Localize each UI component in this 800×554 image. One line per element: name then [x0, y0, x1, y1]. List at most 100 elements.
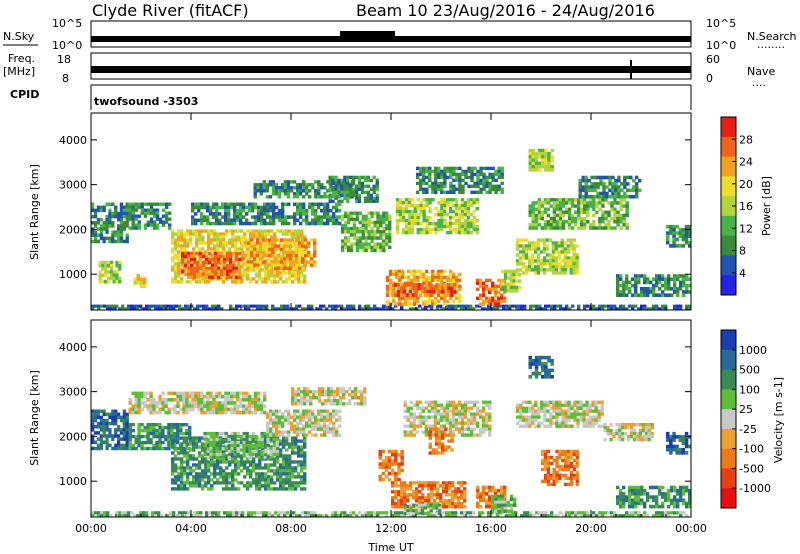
data-cell	[595, 204, 599, 208]
data-cell	[337, 199, 341, 203]
data-cell	[223, 272, 227, 277]
data-cell	[195, 436, 199, 440]
data-cell	[128, 214, 132, 218]
data-cell	[271, 307, 275, 311]
nsky-frame	[90, 20, 692, 48]
data-cell	[249, 469, 253, 473]
data-cell	[363, 178, 368, 183]
data-cell	[577, 304, 581, 308]
data-cell	[209, 208, 213, 213]
data-cell	[616, 283, 620, 288]
data-cell	[528, 155, 532, 159]
data-cell	[143, 226, 148, 230]
data-cell	[175, 514, 179, 518]
data-cell	[258, 472, 262, 476]
data-cell	[516, 247, 520, 251]
data-cell	[250, 263, 254, 267]
data-cell	[419, 166, 423, 171]
data-cell	[234, 466, 238, 470]
data-cell	[297, 259, 301, 263]
data-cell	[595, 514, 599, 518]
data-cell	[193, 266, 197, 271]
data-cell	[203, 404, 207, 408]
data-cell	[180, 469, 184, 473]
data-region	[181, 251, 242, 280]
data-cell	[161, 202, 166, 206]
data-cell	[537, 223, 541, 227]
data-cell	[305, 221, 309, 226]
data-cell	[328, 175, 332, 180]
data-cell	[376, 307, 380, 311]
data-cell	[316, 307, 320, 311]
data-cell	[242, 394, 246, 399]
data-cell	[673, 277, 677, 281]
data-cell	[240, 280, 244, 284]
data-cell	[688, 290, 692, 294]
data-cell	[172, 307, 176, 311]
data-cell	[93, 224, 98, 228]
data-cell	[331, 511, 335, 515]
data-cell	[569, 256, 573, 260]
data-cell	[681, 234, 686, 239]
data-cell	[216, 244, 220, 248]
data-cell	[637, 511, 641, 515]
data-cell	[149, 205, 154, 209]
data-cell	[192, 454, 196, 458]
data-cell	[586, 213, 590, 218]
data-cell	[105, 236, 109, 241]
data-cell	[99, 434, 103, 438]
data-cell	[431, 272, 435, 277]
data-cell	[119, 227, 124, 231]
data-cell	[613, 216, 617, 221]
data-cell	[186, 454, 190, 458]
nave-label: Nave	[747, 65, 775, 78]
data-cell	[422, 275, 426, 280]
data-cell	[524, 265, 529, 269]
data-cell	[227, 208, 231, 213]
data-cell	[242, 215, 246, 219]
data-cell	[373, 211, 377, 215]
data-cell	[583, 307, 587, 311]
data-cell	[249, 235, 253, 239]
data-cell	[265, 250, 269, 255]
data-cell	[146, 404, 150, 408]
data-cell	[214, 254, 218, 259]
data-cell	[425, 169, 429, 174]
data-cell	[552, 210, 557, 215]
data-cell	[572, 271, 576, 275]
data-cell	[458, 181, 462, 186]
data-cell	[512, 272, 516, 277]
data-cell	[228, 241, 232, 245]
data-cell	[152, 431, 156, 436]
data-cell	[472, 511, 476, 515]
data-cell	[538, 511, 542, 515]
data-cell	[438, 289, 442, 294]
data-cell	[158, 217, 163, 221]
data-cell	[149, 404, 153, 408]
data-cell	[199, 266, 203, 271]
data-cell	[249, 481, 253, 485]
data-cell	[221, 202, 225, 207]
data-cell	[241, 304, 245, 308]
data-cell	[664, 287, 668, 291]
data-cell	[542, 256, 547, 260]
data-cell	[496, 304, 500, 308]
data-cell	[146, 426, 150, 430]
data-cell	[544, 307, 548, 311]
data-cell	[161, 398, 165, 402]
data-cell	[667, 514, 671, 518]
data-cell	[527, 247, 532, 251]
data-cell	[200, 398, 204, 402]
data-cell	[430, 514, 434, 518]
data-cell	[231, 475, 235, 479]
data-cell	[343, 223, 348, 228]
data-cell	[544, 164, 548, 169]
data-cell	[469, 514, 473, 518]
data-cell	[434, 296, 438, 300]
data-cell	[257, 404, 261, 408]
data-cell	[108, 428, 112, 432]
data-cell	[310, 257, 314, 261]
data-cell	[434, 221, 438, 226]
data-cell	[119, 208, 124, 213]
data-cell	[367, 245, 371, 250]
